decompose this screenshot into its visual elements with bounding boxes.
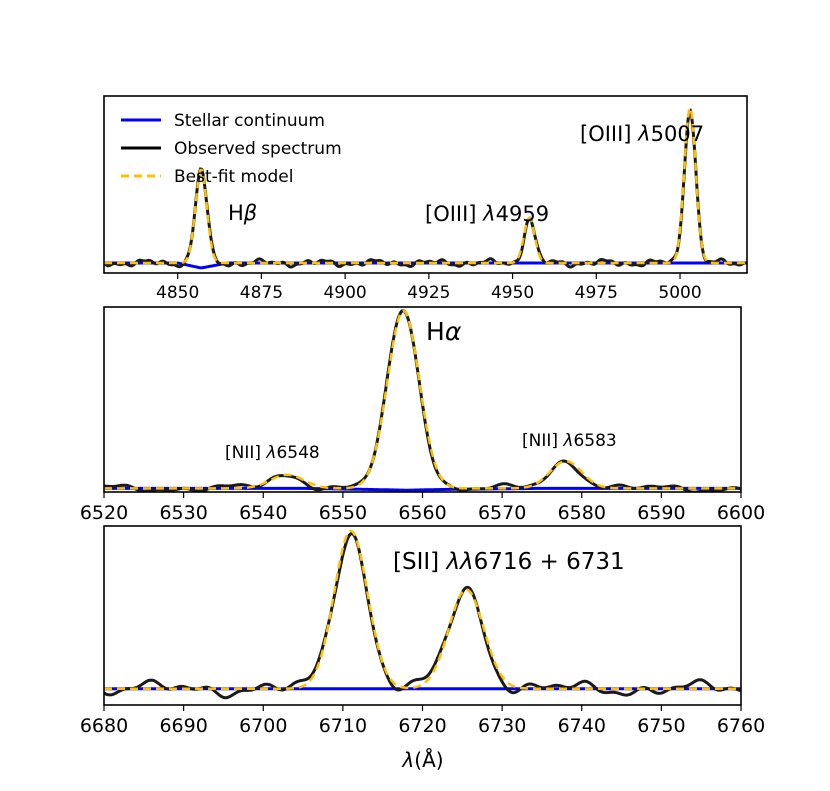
x-tick-label: 6550 [319, 502, 367, 524]
x-tick-label: 5000 [658, 283, 701, 303]
annotation-oiii-5007: [OIII] λ5007 [580, 122, 704, 146]
x-axis-ticks: 6520 6530 6540 6550 6560 6570 6580 6590 6600 [80, 492, 765, 524]
x-tick-label: 4875 [240, 283, 283, 303]
x-tick-label: 6680 [80, 715, 128, 737]
x-tick-label: 6740 [558, 715, 606, 737]
x-axis-label: λ(Å) [401, 748, 443, 772]
x-tick-label: 6700 [239, 715, 287, 737]
x-tick-label: 6690 [159, 715, 207, 737]
annotation-sii: [SII] λλ6716 + 6731 [393, 549, 625, 575]
x-axis-ticks: 6680 6690 6700 6710 6720 6730 6740 6750 6760 [80, 705, 765, 737]
legend-label-model: Best-fit model [174, 167, 294, 187]
x-tick-label: 4850 [156, 283, 199, 303]
x-tick-label: 6720 [398, 715, 446, 737]
panel-sii-doublet: 6680 6690 6700 6710 6720 6730 6740 6750 6760 [SI… [80, 525, 765, 772]
best-fit-model-line [104, 104, 747, 265]
x-tick-label: 6590 [637, 502, 685, 524]
legend: Stellar continuum Observed spectrum Best… [121, 111, 342, 187]
x-tick-label: 6730 [478, 715, 526, 737]
x-tick-label: 6600 [717, 502, 765, 524]
best-fit-model-line [104, 309, 741, 490]
annotation-halpha: Hα [426, 317, 462, 346]
panel-hbeta-oiii: 4850 4875 4900 4925 4950 4975 5000 Stellar con… [103, 95, 748, 303]
annotation-oiii-4959: [OIII] λ4959 [425, 202, 549, 226]
x-tick-label: 6750 [637, 715, 685, 737]
x-tick-label: 6760 [717, 715, 765, 737]
x-tick-label: 6540 [239, 502, 287, 524]
panel-halpha-nii: 6520 6530 6540 6550 6560 6570 6580 6590 6600 Hα … [80, 306, 765, 524]
legend-label-stellar: Stellar continuum [174, 111, 325, 131]
x-tick-label: 6580 [558, 502, 606, 524]
x-tick-label: 6710 [319, 715, 367, 737]
x-tick-label: 4900 [323, 283, 366, 303]
x-tick-label: 6520 [80, 502, 128, 524]
observed-spectrum-line [104, 107, 747, 269]
axes-frame [103, 525, 742, 706]
x-tick-label: 6530 [159, 502, 207, 524]
axes-frame [103, 95, 748, 274]
x-tick-label: 4925 [407, 283, 450, 303]
x-axis-ticks: 4850 4875 4900 4925 4950 4975 5000 [156, 273, 702, 303]
legend-label-observed: Observed spectrum [174, 139, 342, 159]
x-tick-label: 6560 [398, 502, 446, 524]
axes-frame [103, 306, 742, 493]
annotation-hbeta: Hβ [228, 201, 257, 225]
best-fit-model-line [104, 529, 741, 690]
x-tick-label: 6570 [478, 502, 526, 524]
annotation-nii-6583: [NII] λ6583 [522, 431, 617, 451]
x-tick-label: 4950 [491, 283, 534, 303]
annotation-nii-6548: [NII] λ6548 [225, 443, 320, 463]
x-tick-label: 4975 [575, 283, 618, 303]
